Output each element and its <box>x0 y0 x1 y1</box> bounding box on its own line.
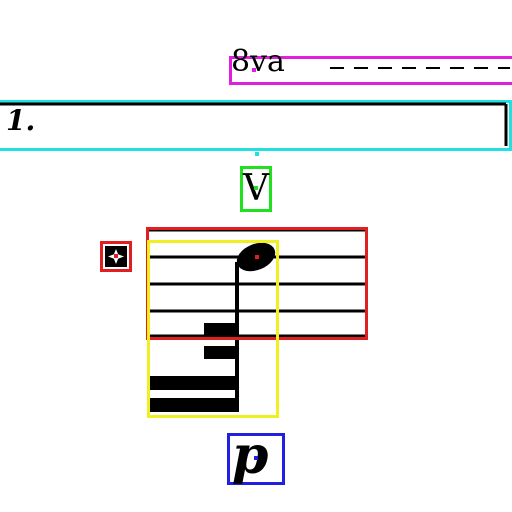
dynamic-annotation-box <box>227 433 285 485</box>
flag-annotation-box <box>147 240 279 418</box>
ottava-center-marker <box>252 68 256 72</box>
ottava-dashed-line <box>330 67 510 69</box>
dynamic-piano-mark: p <box>232 425 269 486</box>
volta-annotation-box <box>0 100 512 151</box>
dynamic-center-marker <box>254 456 258 460</box>
volta-number: 1. <box>6 104 36 137</box>
ottava-annotation-box <box>229 56 512 85</box>
volta-bracket <box>0 102 508 146</box>
accidental-center-marker <box>114 254 118 258</box>
up-bow-center-marker <box>254 186 258 190</box>
notehead-center-marker <box>255 255 259 259</box>
ottava-label: 8va <box>231 44 285 79</box>
up-bow-annotation-box <box>240 166 272 212</box>
volta-center-marker <box>255 152 259 156</box>
accidental-annotation-box <box>100 241 132 272</box>
